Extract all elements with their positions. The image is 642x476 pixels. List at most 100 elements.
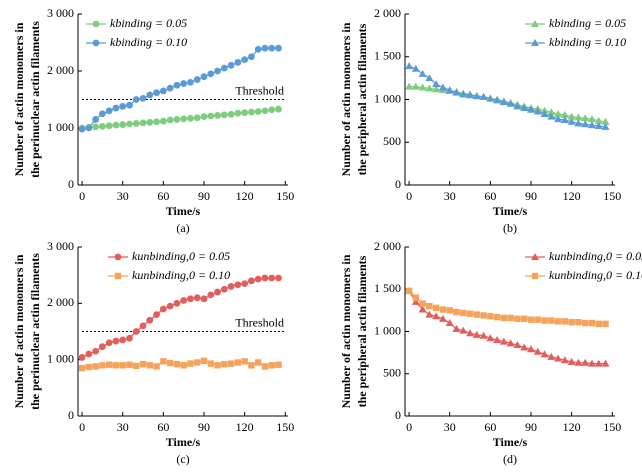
marker: [119, 102, 127, 110]
marker: [459, 90, 468, 98]
legend-label: kunbinding,0 = 0.10: [549, 268, 642, 282]
marker: [193, 294, 201, 302]
marker: [506, 99, 515, 107]
marker: [594, 116, 603, 124]
marker: [261, 107, 269, 115]
x-tick-label: 60: [484, 420, 496, 434]
marker: [187, 360, 194, 367]
marker: [173, 299, 181, 307]
marker: [479, 331, 488, 339]
marker: [234, 109, 242, 117]
marker: [533, 107, 542, 115]
marker: [554, 354, 563, 362]
marker: [98, 122, 106, 130]
marker: [220, 64, 228, 72]
y-tick-label: 500: [383, 366, 401, 380]
marker: [594, 359, 603, 367]
y-tick-label: 1 500: [374, 281, 401, 295]
x-tick-label: 90: [198, 420, 210, 434]
marker: [412, 294, 420, 301]
x-axis-label: Time/s: [166, 435, 201, 449]
marker: [587, 121, 596, 129]
x-tick-label: 60: [484, 189, 496, 203]
marker: [221, 360, 228, 368]
marker: [227, 61, 235, 69]
x-tick-label: 30: [444, 420, 456, 434]
marker: [480, 312, 487, 319]
x-tick-label: 30: [444, 189, 456, 203]
y-tick-label: 1 000: [374, 323, 401, 337]
x-tick-label: 0: [406, 420, 412, 434]
marker: [426, 302, 433, 310]
y-tick-label: 2 000: [374, 6, 401, 20]
marker: [418, 305, 427, 313]
marker: [405, 82, 414, 90]
marker: [248, 277, 255, 285]
marker: [493, 96, 502, 104]
marker: [574, 358, 583, 366]
x-tick-label: 0: [406, 189, 412, 203]
marker: [418, 69, 427, 77]
marker: [581, 114, 590, 122]
marker: [466, 310, 474, 317]
marker: [146, 118, 154, 126]
legend-label: kunbinding,0 = 0.05: [132, 249, 230, 263]
marker: [200, 113, 208, 120]
marker: [132, 120, 140, 127]
marker: [133, 362, 140, 370]
marker: [254, 108, 262, 115]
y-tick-label: 1 000: [47, 120, 74, 134]
marker: [554, 115, 563, 123]
x-tick-label: 90: [525, 189, 537, 203]
marker: [146, 362, 154, 369]
marker: [534, 316, 541, 323]
x-axis-label: Time/s: [493, 435, 528, 449]
marker: [180, 297, 188, 304]
marker: [588, 319, 596, 327]
marker: [227, 360, 235, 367]
y-axis-label: Number of actin monomers in: [12, 254, 26, 408]
marker: [568, 319, 575, 326]
marker: [146, 316, 154, 324]
y-tick-label: 500: [383, 134, 401, 148]
x-tick-label: 60: [157, 189, 169, 203]
marker: [187, 114, 194, 122]
marker: [214, 67, 221, 75]
marker: [248, 362, 255, 369]
marker: [85, 350, 93, 358]
marker: [85, 363, 93, 371]
marker: [452, 324, 461, 332]
caption: (d): [503, 452, 517, 466]
x-tick-label: 150: [603, 420, 621, 434]
marker: [554, 318, 562, 325]
marker: [438, 314, 447, 322]
marker: [112, 362, 120, 369]
marker: [493, 313, 501, 321]
marker: [200, 357, 208, 364]
x-tick-label: 30: [117, 189, 129, 203]
marker: [547, 108, 556, 116]
marker: [105, 361, 113, 368]
y-tick-label: 1 000: [47, 351, 74, 365]
marker: [554, 110, 563, 118]
marker: [159, 117, 167, 125]
y-axis-label: Number of actin monomers in: [339, 254, 353, 408]
marker: [445, 319, 454, 327]
marker: [439, 306, 447, 313]
marker: [459, 326, 468, 334]
marker: [132, 96, 140, 103]
legend-label: kbinding = 0.05: [549, 16, 626, 30]
marker: [187, 79, 194, 86]
legend-label: kbinding = 0.05: [110, 16, 187, 30]
marker: [513, 341, 522, 349]
marker: [460, 309, 467, 317]
marker: [207, 291, 215, 299]
marker: [85, 124, 93, 132]
marker: [594, 122, 603, 130]
y-tick-label: 0: [395, 408, 401, 422]
x-axis-label: Time/s: [166, 204, 201, 218]
marker: [78, 354, 86, 361]
y-tick-label: 1 000: [374, 91, 401, 105]
marker: [99, 362, 106, 369]
marker: [487, 313, 494, 320]
